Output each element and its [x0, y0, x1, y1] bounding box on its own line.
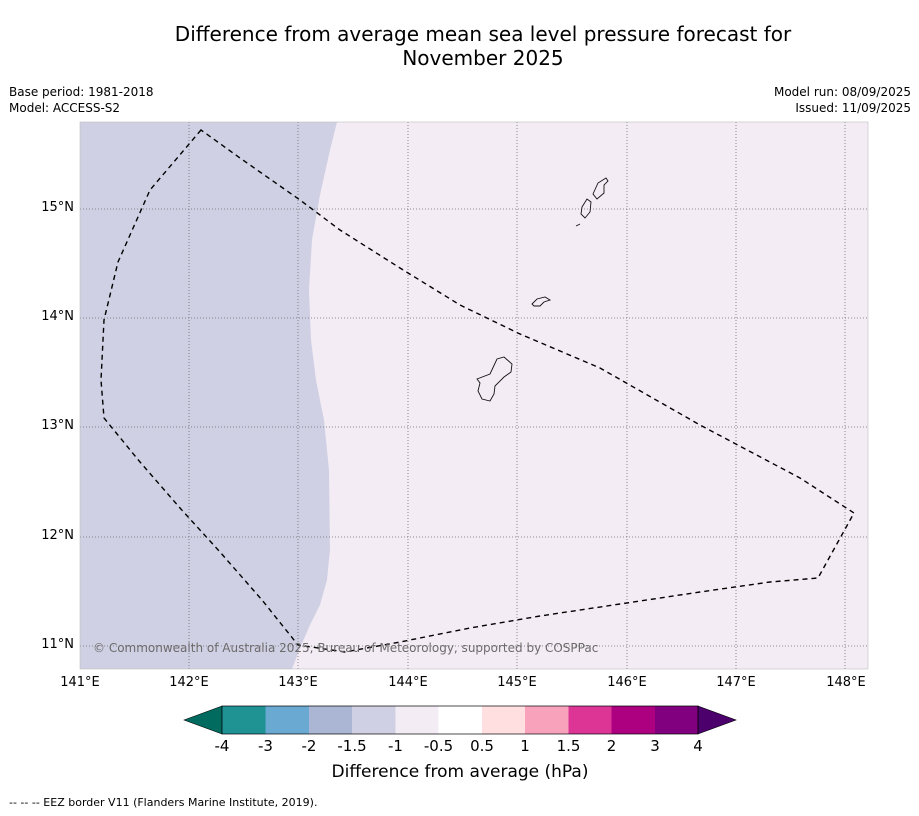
- colorbar-tick-label: -1: [388, 737, 403, 755]
- map-title: Difference from average mean sea level p…: [80, 22, 886, 70]
- colorbar-bin-5: [395, 706, 439, 734]
- issued-date: Issued: 11/09/2025: [795, 101, 911, 115]
- model-run-date: Model run: 08/09/2025: [773, 85, 911, 99]
- lon-label-146: 146°E: [607, 675, 647, 690]
- colorbar-extend-low: [183, 705, 223, 735]
- lon-label-144: 144°E: [388, 675, 428, 690]
- shading-west: [80, 122, 337, 669]
- map-title-line2: November 2025: [402, 46, 564, 70]
- colorbar-tick-label: -2: [301, 737, 317, 755]
- colorbar-tick-label: 1: [520, 737, 530, 755]
- colorbar-extend-high: [697, 705, 737, 735]
- run-info: Model run: 08/09/2025 Issued: 11/09/2025: [774, 84, 911, 116]
- graticule: [80, 122, 868, 669]
- lon-label-148: 148°E: [826, 675, 866, 690]
- lon-label-141: 141°E: [60, 675, 100, 690]
- colorbar: [183, 705, 737, 735]
- colorbar-bin-6: [438, 706, 482, 734]
- eez-footnote: -- -- -- EEZ border V11 (Flanders Marine…: [9, 796, 318, 809]
- colorbar-outline: [221, 705, 699, 735]
- lat-label-13: 13°N: [41, 418, 74, 433]
- eez-border: [100, 129, 855, 653]
- colorbar-label: Difference from average (hPa): [331, 762, 589, 782]
- colorbar-tick-label: 1.5: [556, 737, 581, 755]
- lat-label-12: 12°N: [41, 528, 74, 543]
- colorbar-bin-4: [352, 706, 396, 734]
- map-title-line1: Difference from average mean sea level p…: [174, 22, 792, 46]
- islands: [476, 177, 609, 402]
- base-period: Base period: 1981-2018: [9, 85, 154, 99]
- colorbar-tick-label: -4: [214, 737, 230, 755]
- colorbar-bin-7: [482, 706, 525, 734]
- colorbar-tick-label: 2: [606, 737, 617, 755]
- lon-label-143: 143°E: [278, 675, 318, 690]
- lon-label-142: 142°E: [169, 675, 209, 690]
- model-info: Base period: 1981-2018 Model: ACCESS-S2: [9, 84, 154, 116]
- colorbar-bin-1: [222, 706, 266, 734]
- lat-label-11: 11°N: [41, 637, 74, 652]
- colorbar-bin-3: [309, 706, 352, 734]
- colorbar-tick-label: 3: [650, 737, 660, 755]
- colorbar-bin-2: [265, 706, 309, 734]
- colorbar-tick-label: 0.5: [470, 737, 494, 755]
- lat-label-15: 15°N: [41, 200, 74, 215]
- colorbar-tick-label: -1.5: [337, 737, 367, 755]
- lat-label-14: 14°N: [41, 309, 74, 324]
- colorbar-bin-9: [568, 706, 612, 734]
- island-tinian: [580, 198, 592, 219]
- colorbar-tick-label: -0.5: [423, 737, 454, 755]
- map-border: [79, 121, 869, 670]
- island-rota: [531, 296, 552, 307]
- colorbar-tick-label: 4: [693, 737, 703, 755]
- copyright-notice: © Commonwealth of Australia 2025, Bureau…: [93, 641, 599, 655]
- lon-label-147: 147°E: [716, 675, 756, 690]
- model-name: Model: ACCESS-S2: [9, 101, 121, 115]
- island-aguijan: [575, 223, 581, 227]
- island-saipan: [592, 177, 609, 200]
- colorbar-bin-8: [525, 706, 569, 734]
- colorbar-bin-11: [655, 706, 698, 734]
- colorbar-tick-label: -3: [258, 737, 273, 755]
- colorbar-bin-10: [611, 706, 655, 734]
- lon-label-145: 145°E: [497, 675, 537, 690]
- island-guam: [476, 356, 513, 402]
